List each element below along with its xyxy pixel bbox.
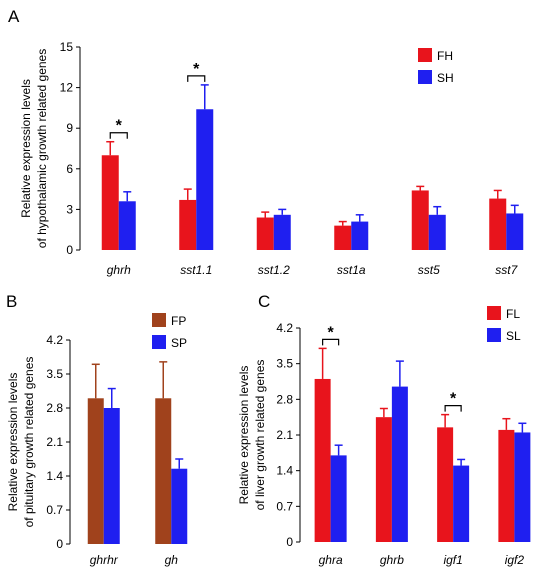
- significance-star: *: [450, 391, 457, 408]
- chart-liver: 0 0.7 1.4 2.1 2.8 3.5 4.2 Relative expression l…: [237, 306, 531, 567]
- panel-letter-c: C: [258, 292, 270, 311]
- y-tick-label: 0: [56, 537, 63, 551]
- y-tick-label: 15: [60, 40, 74, 54]
- y-tick-label: 0: [286, 535, 293, 549]
- bar: [101, 155, 119, 250]
- y-axis-label-line-2: of hypothalamic growth related genes: [35, 49, 49, 248]
- bar: [375, 417, 392, 542]
- significance-bracket: [444, 405, 462, 412]
- bar: [314, 378, 331, 542]
- y-tick-label: 4.2: [276, 321, 293, 335]
- legend-label: SP: [171, 336, 187, 350]
- y-tick-label: 0.7: [276, 499, 293, 513]
- panel-letter-b: B: [6, 292, 17, 311]
- y-tick-label: 6: [66, 162, 73, 176]
- y-tick-label: 1.4: [276, 464, 293, 478]
- bar: [489, 198, 507, 250]
- category-label: sst1.1: [180, 263, 212, 277]
- y-axis-label-line-1: Relative expression levels: [237, 366, 251, 505]
- legend-swatch: [152, 313, 166, 327]
- bar: [506, 213, 524, 250]
- legend-label: SL: [506, 329, 521, 343]
- significance-star: *: [193, 61, 200, 78]
- bar: [256, 217, 274, 250]
- legend-label: SH: [437, 71, 454, 85]
- y-tick-label: 0: [66, 243, 73, 257]
- bar: [411, 190, 429, 250]
- legend-label: FH: [437, 49, 453, 63]
- bar: [351, 221, 369, 250]
- bar: [87, 398, 104, 544]
- bar: [453, 465, 470, 542]
- y-tick-label: 3: [66, 202, 73, 216]
- bar: [118, 201, 136, 250]
- y-tick-label: 2.8: [276, 392, 293, 406]
- legend-swatch: [418, 48, 432, 62]
- y-tick-label: 4.2: [46, 333, 63, 347]
- y-tick-label: 3.5: [46, 367, 63, 381]
- category-label: gh: [165, 553, 179, 567]
- y-tick-label: 3.5: [276, 357, 293, 371]
- bar: [103, 408, 120, 544]
- bar: [391, 386, 408, 542]
- y-axis-label-line-1: Relative expression levels: [6, 373, 20, 512]
- legend-label: FL: [506, 307, 520, 321]
- bar: [196, 109, 214, 251]
- legend-swatch: [152, 335, 166, 349]
- y-tick-label: 0.7: [46, 503, 63, 517]
- y-tick-label: 2.1: [276, 428, 293, 442]
- chart-pituitary: 0 0.7 1.4 2.1 2.8 3.5 4.2 Relative expression l…: [6, 313, 188, 567]
- significance-star: *: [328, 324, 335, 341]
- y-axis-label-line-2: of pituitary growth related genes: [22, 357, 36, 528]
- bar: [330, 455, 347, 542]
- y-tick-label: 9: [66, 121, 73, 135]
- significance-bracket: [322, 338, 340, 346]
- category-label: ghra: [319, 553, 343, 567]
- category-label: sst7: [495, 263, 518, 277]
- bar: [171, 468, 188, 544]
- category-label: ghrb: [380, 553, 404, 567]
- significance-star: *: [116, 118, 123, 135]
- bar: [437, 427, 454, 542]
- chart-hypothalamic: 0 3 6 9 12 15 Relative expression levels of hyp…: [19, 40, 524, 277]
- category-label: igf1: [443, 553, 462, 567]
- bar: [514, 432, 531, 542]
- category-label: igf2: [505, 553, 525, 567]
- significance-bracket: [109, 132, 128, 139]
- category-label: ghrh: [107, 263, 131, 277]
- y-tick-label: 1.4: [46, 469, 63, 483]
- bar: [334, 225, 352, 250]
- y-tick-label: 2.8: [46, 401, 63, 415]
- y-axis-label-line-1: Relative expression levels: [19, 79, 33, 218]
- bar: [428, 214, 446, 250]
- bar: [498, 429, 515, 542]
- y-tick-label: 2.1: [46, 435, 63, 449]
- legend-swatch: [487, 306, 501, 320]
- panel-letter-a: A: [8, 7, 20, 26]
- legend-swatch: [487, 328, 501, 342]
- significance-bracket: [187, 75, 206, 82]
- category-label: sst1.2: [258, 263, 290, 277]
- category-label: sst5: [418, 263, 440, 277]
- legend-swatch: [418, 70, 432, 84]
- bar: [155, 398, 172, 544]
- y-tick-label: 12: [60, 81, 74, 95]
- y-axis-label-line-2: of liver growth related genes: [253, 360, 267, 511]
- legend-label: FP: [171, 314, 186, 328]
- category-label: ghrhr: [90, 553, 119, 567]
- category-label: sst1a: [337, 263, 366, 277]
- bar: [179, 199, 197, 250]
- bar: [273, 214, 291, 250]
